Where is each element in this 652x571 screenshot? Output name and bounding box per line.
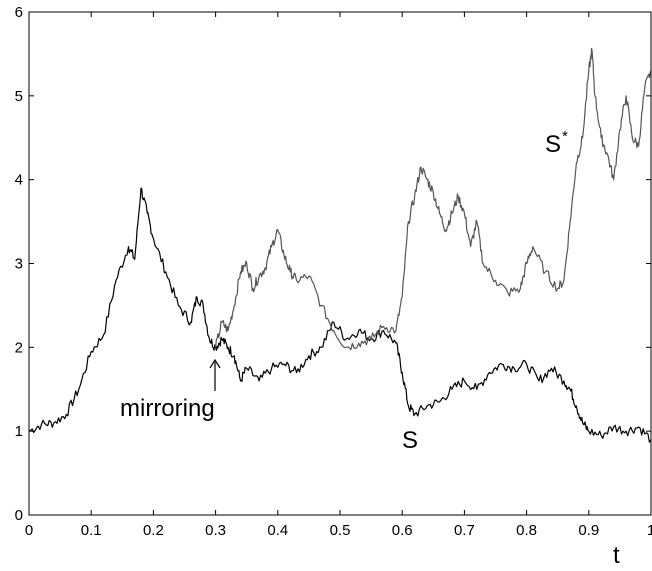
y-tick-label: 5 [15,88,23,105]
x-tick-label: 0.9 [578,522,599,539]
x-tick-label: 0.4 [267,522,288,539]
y-tick-label: 3 [15,256,23,273]
x-tick-label: 0.8 [516,522,537,539]
mirroring-arrow-icon [209,358,221,391]
series-line-s-star [215,47,652,351]
x-tick-label: 0.6 [392,522,413,539]
plot-background [29,12,651,515]
x-axis: 0 0.1 0.2 0.3 0.4 0.5 0.6 0.7 0.8 0.9 1 [25,12,652,539]
mirroring-annotation: mirroring [120,395,215,422]
x-tick-label: 0.7 [454,522,475,539]
x-tick-label: 0.3 [205,522,226,539]
series-label-s: S [402,427,418,454]
y-tick-label: 4 [15,172,23,189]
y-axis: 0 1 2 3 4 5 6 [15,4,651,524]
y-tick-label: 6 [15,4,23,21]
x-tick-label: 0 [25,522,33,539]
x-tick-label: 0.5 [330,522,351,539]
series-layer [28,47,652,443]
series-label-s-star: S [545,131,561,158]
x-tick-label: 0.1 [81,522,102,539]
x-axis-label: t [613,542,620,569]
x-tick-label: 1 [647,522,652,539]
series-label-s-star-superscript: * [562,128,568,145]
y-tick-label: 1 [15,423,23,440]
y-tick-label: 0 [15,507,23,524]
x-tick-label: 0.2 [143,522,164,539]
series-line-s [28,187,652,443]
y-tick-label: 2 [15,339,23,356]
